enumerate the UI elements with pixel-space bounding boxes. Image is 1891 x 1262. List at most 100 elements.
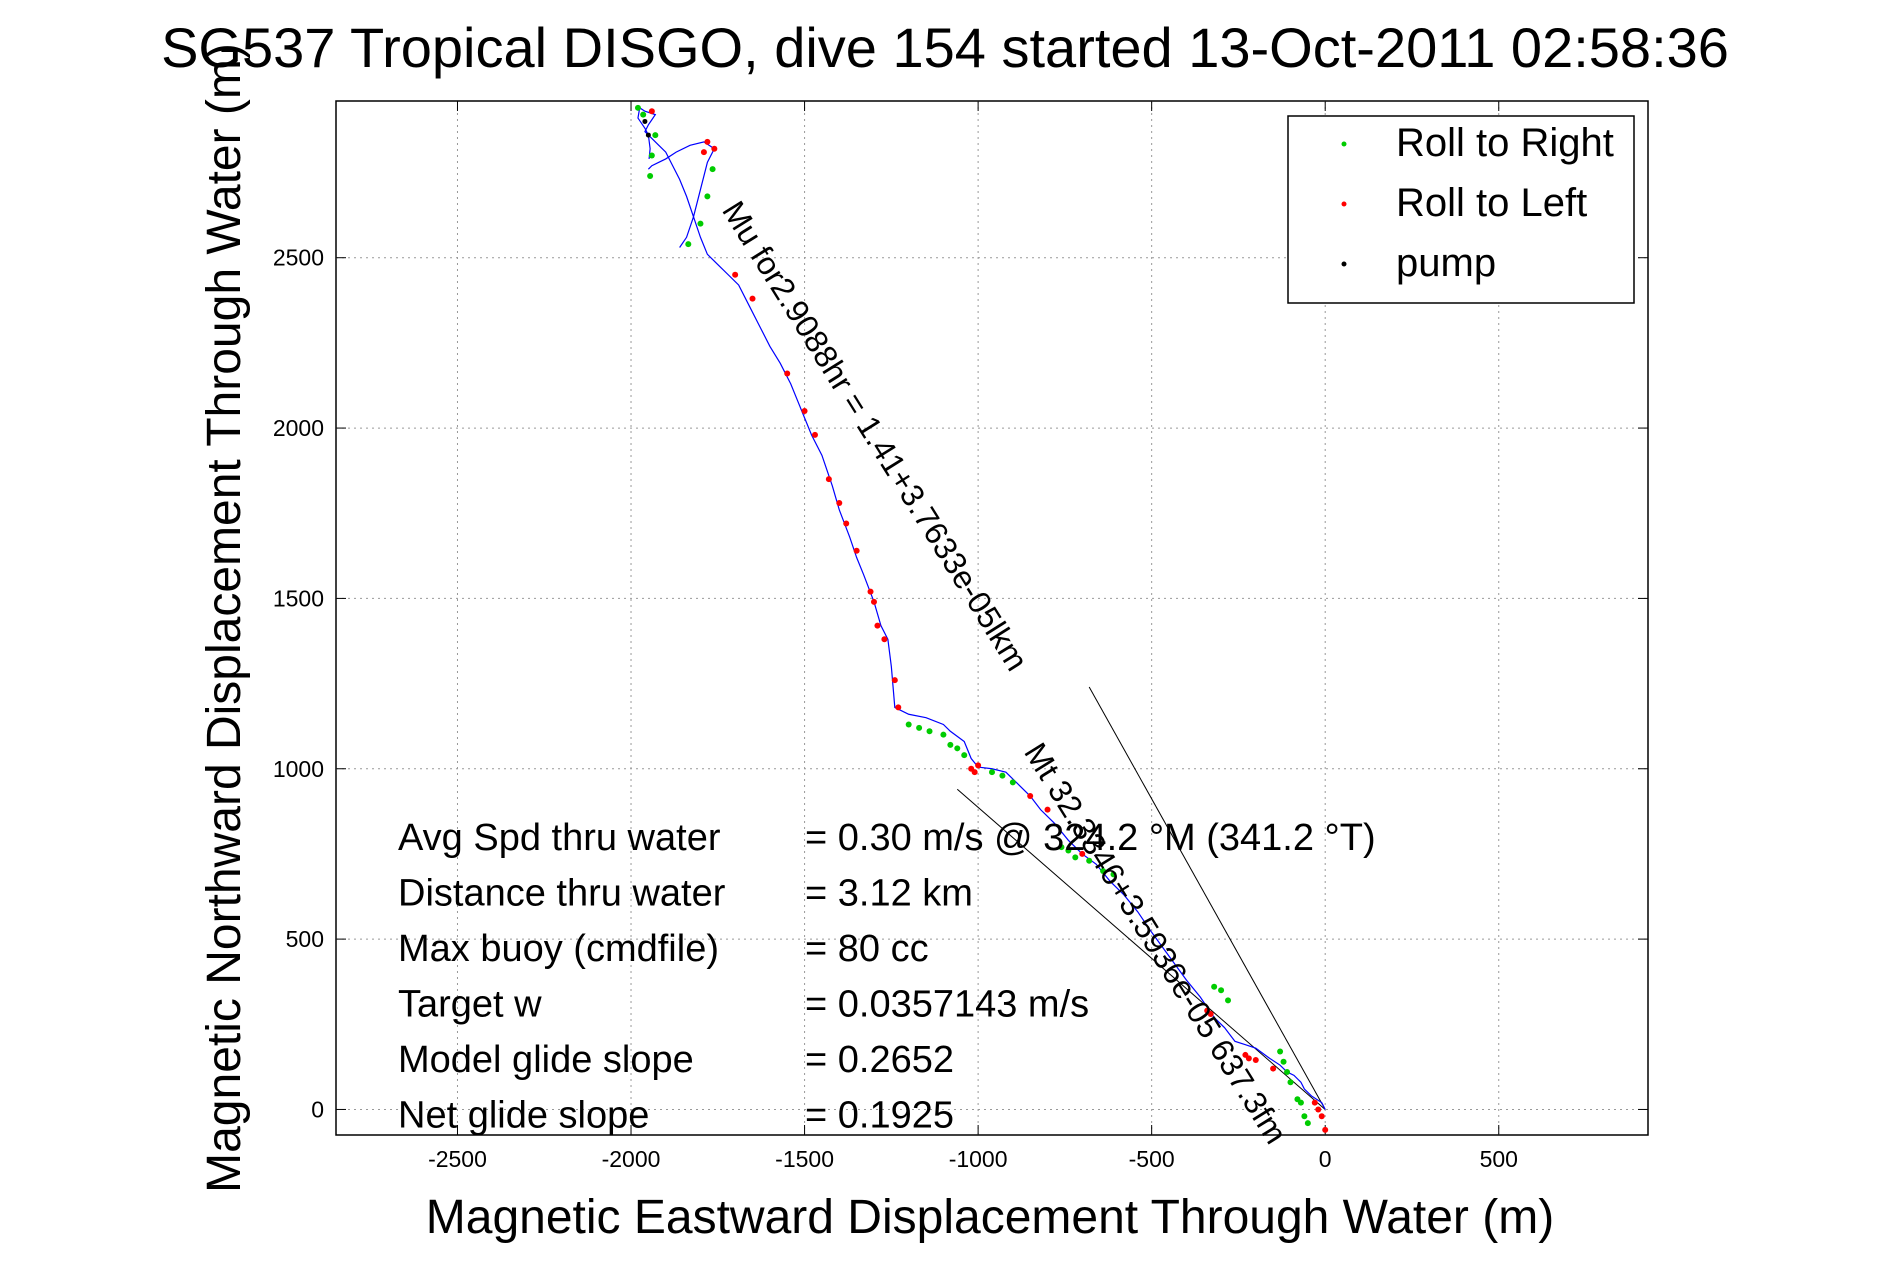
roll-left-point [1322,1126,1329,1133]
roll-left-point [971,769,978,776]
roll-left-point [1207,1011,1214,1018]
roll-right-point [905,721,912,728]
roll-left-point [1027,793,1034,800]
roll-left-point [704,138,711,145]
roll-right-point [1065,847,1072,854]
legend-marker [1341,141,1347,147]
roll-right-point [1058,844,1065,851]
dive-track-line [637,106,1326,1110]
roll-right-point [709,166,716,173]
y-tick-label: 0 [311,1096,324,1122]
roll-right-point [1280,1058,1287,1065]
roll-left-point [867,588,874,595]
roll-right-point [999,772,1006,779]
roll-left-point [895,704,902,711]
chart-title: SG537 Tropical DISGO, dive 154 started 1… [161,16,1729,79]
roll-left-point [700,149,707,156]
roll-right-point [640,111,647,118]
roll-right-point [704,193,711,200]
roll-left-point [1044,806,1051,813]
stat-value: = 0.1925 [805,1095,954,1137]
legend-label: Roll to Right [1396,121,1614,165]
stat-label: Net glide slope [398,1095,649,1137]
roll-right-point [1277,1048,1284,1055]
x-tick-label: -2500 [428,1146,487,1172]
x-tick-label: 500 [1480,1146,1518,1172]
reference-lines [956,686,1326,1110]
roll-left-point [648,108,655,115]
stat-label: Model glide slope [398,1039,694,1081]
legend-marker [1341,201,1347,207]
roll-left-point [711,145,718,152]
x-tick-label: -2000 [602,1146,661,1172]
stat-value: = 80 cc [805,928,929,970]
roll-right-point [1287,1079,1294,1086]
roll-left-point [801,408,808,415]
stat-label: Max buoy (cmdfile) [398,928,719,970]
roll-points [634,104,1329,1133]
legend: Roll to Right Roll to Left pump [1287,115,1635,304]
x-tick-labels: -2500 -2000 -1500 -1000 -500 0 500 [428,1146,1518,1172]
roll-left-point [811,431,818,438]
legend-box [1287,115,1635,304]
x-tick-label: -500 [1129,1146,1175,1172]
y-tick-label: 2500 [273,245,324,271]
x-tick-label: -1000 [949,1146,1008,1172]
pump-point [645,132,651,138]
roll-left-point [825,476,832,483]
roll-right-point [916,724,923,731]
roll-right-point [652,132,659,139]
legend-label: Roll to Left [1396,181,1587,225]
roll-left-point [749,295,756,302]
roll-right-point [926,728,933,735]
roll-left-point [874,622,881,629]
legend-marker [1341,261,1347,267]
roll-right-point [647,172,654,179]
roll-right-point [1086,857,1093,864]
roll-right-point [1225,997,1232,1004]
legend-label: pump [1396,241,1496,285]
roll-right-point [1072,854,1079,861]
roll-right-point [961,752,968,759]
y-tick-label: 2000 [273,415,324,441]
roll-right-point [697,220,704,227]
roll-right-point [1218,987,1225,994]
roll-right-point [685,241,692,248]
stats-block: Avg Spd thru water = 0.30 m/s @ 324.2 °M … [398,817,1376,1137]
roll-left-point [836,500,843,507]
roll-left-point [870,598,877,605]
stat-value: = 3.12 km [805,873,973,915]
roll-left-point [1315,1106,1322,1113]
roll-left-point [1311,1099,1318,1106]
dive-loop-line [647,141,716,248]
stat-label: Avg Spd thru water [398,817,721,859]
roll-left-point [732,271,739,278]
y-tick-label: 1000 [273,756,324,782]
roll-left-point [891,677,898,684]
roll-right-point [1211,983,1218,990]
roll-right-point [947,741,954,748]
roll-right-point [1110,871,1117,878]
roll-left-point [784,370,791,377]
y-tick-labels: 0 500 1000 1500 2000 2500 [273,245,324,1123]
roll-right-point [1100,867,1107,874]
x-tick-label: -1500 [775,1146,834,1172]
roll-left-point [1270,1065,1277,1072]
roll-right-point [1301,1113,1308,1120]
stat-value: = 0.30 m/s @ 324.2 °M (341.2 °T) [805,817,1376,859]
reference-line [1088,686,1326,1110]
roll-left-point [1245,1055,1252,1062]
roll-left-point [1318,1113,1325,1120]
stat-value: = 0.0357143 m/s [805,984,1089,1026]
roll-right-point [954,745,961,752]
roll-right-point [1009,779,1016,786]
roll-right-point [1297,1099,1304,1106]
roll-left-point [1079,850,1086,857]
roll-right-point [1284,1068,1291,1075]
x-tick-label: 0 [1319,1146,1332,1172]
roll-left-point [843,520,850,527]
x-axis-label: Magnetic Eastward Displacement Through W… [426,1191,1554,1244]
y-axis-label: Magnetic Northward Displacement Through … [198,43,251,1193]
roll-left-point [975,762,982,769]
